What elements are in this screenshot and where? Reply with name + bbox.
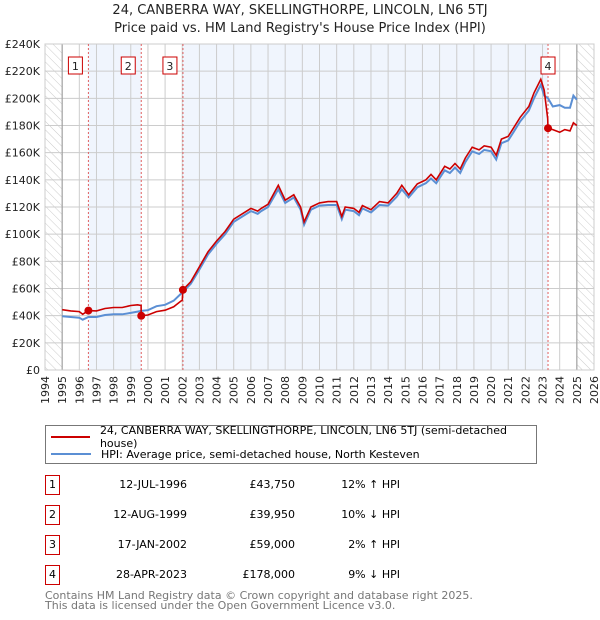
sale-date: 28-APR-2023 — [115, 568, 187, 581]
sale-row: 1 12-JUL-1996 £43,750 12% ↑ HPI — [45, 475, 445, 495]
sale-row: 2 12-AUG-1999 £39,950 10% ↓ HPI — [45, 505, 445, 525]
y-tick-label: £160K — [5, 147, 41, 160]
sale-price: £59,000 — [249, 538, 296, 551]
legend-property-label: 24, CANBERRA WAY, SKELLINGTHORPE, LINCOL… — [99, 424, 507, 450]
x-tick-label: 2002 — [176, 376, 189, 404]
sale-price: £178,000 — [242, 568, 296, 581]
sale-date: 12-JUL-1996 — [119, 478, 187, 491]
x-tick-label: 1998 — [108, 376, 121, 404]
x-tick-label: 2020 — [485, 376, 498, 404]
sale-hpi-diff: 12% ↑ HPI — [341, 478, 400, 491]
x-tick-label: 2024 — [554, 376, 567, 404]
y-tick-label: £120K — [5, 201, 41, 214]
sale-label-box — [67, 56, 83, 75]
sale-label: 2 — [125, 60, 132, 73]
chart-title: 24, CANBERRA WAY, SKELLINGTHORPE, LINCOL… — [112, 3, 488, 18]
x-tick-label: 2021 — [502, 376, 515, 404]
price-chart: 1994 1995 1996 1997 1998 1999 2000 2001 2002 2003… — [5, 38, 600, 404]
x-tick-label: 2023 — [537, 376, 550, 404]
x-tick-label: 2016 — [416, 376, 429, 404]
legend-hpi-swatch — [51, 453, 91, 455]
x-tick-label: 2006 — [245, 376, 258, 404]
y-tick-label: £20K — [12, 337, 41, 350]
x-tick-label: 2010 — [314, 376, 327, 404]
chart-subtitle: Price paid vs. HM Land Registry's House … — [114, 21, 486, 36]
x-tick-label: 2014 — [382, 376, 395, 404]
x-tick-label: 2026 — [588, 376, 600, 404]
x-tick-label: 1996 — [73, 376, 86, 404]
sale-label-box — [162, 56, 178, 75]
x-tick-label: 1997 — [90, 376, 103, 404]
x-tick-label: 2017 — [434, 376, 447, 404]
x-tick-label: 2011 — [331, 376, 344, 404]
y-tick-label: £240K — [5, 38, 41, 51]
y-tick-label: £60K — [12, 283, 41, 296]
y-tick-label: £180K — [5, 120, 41, 133]
x-tick-label: 2000 — [142, 376, 155, 404]
x-tick-label: 2025 — [571, 376, 584, 404]
sale-number: 4 — [45, 565, 60, 585]
sale-number: 2 — [45, 505, 60, 525]
y-tick-label: £220K — [5, 65, 41, 78]
sale-label: 3 — [166, 60, 173, 73]
sale-price: £43,750 — [249, 478, 296, 491]
x-tick-label: 2005 — [228, 376, 241, 404]
sale-label: 4 — [545, 60, 552, 73]
sale-label-box — [120, 56, 136, 75]
sale-price: £39,950 — [249, 508, 296, 521]
sale-label-box — [540, 56, 556, 75]
legend-property-swatch — [51, 436, 90, 438]
sale-point — [544, 124, 553, 133]
legend-hpi-label: HPI: Average price, semi-detached house,… — [101, 447, 420, 461]
sale-point — [178, 285, 187, 294]
sale-hpi-diff: 2% ↑ HPI — [348, 538, 400, 551]
x-tick-label: 2015 — [399, 376, 412, 404]
sale-hpi-diff: 9% ↓ HPI — [348, 568, 400, 581]
y-tick-label: £0 — [26, 364, 40, 377]
sale-point — [84, 306, 93, 315]
legend: 24, CANBERRA WAY, SKELLINGTHORPE, LINCOL… — [45, 424, 537, 464]
y-tick-label: £80K — [12, 255, 41, 268]
x-tick-label: 1999 — [125, 376, 138, 404]
x-tick-label: 2019 — [468, 376, 481, 404]
sale-number: 3 — [45, 535, 60, 555]
sale-number: 1 — [45, 475, 60, 495]
x-tick-label: 2022 — [519, 376, 532, 404]
x-tick-label: 2012 — [348, 376, 361, 404]
sale-row: 4 28-APR-2023 £178,000 9% ↓ HPI — [45, 565, 445, 585]
x-tick-label: 2009 — [296, 376, 309, 404]
x-tick-label: 1994 — [39, 376, 52, 404]
x-tick-label: 2008 — [279, 376, 292, 404]
x-tick-label: 2003 — [193, 376, 206, 404]
hpi-line — [62, 82, 578, 321]
x-tick-label: 1995 — [56, 376, 69, 404]
sale-point — [137, 311, 146, 320]
footer-licence: This data is licensed under the Open Gov… — [45, 599, 396, 612]
property-price-line — [62, 77, 578, 317]
sale-row: 3 17-JAN-2002 £59,000 2% ↑ HPI — [45, 535, 445, 555]
sale-date: 17-JAN-2002 — [117, 538, 187, 551]
sale-label: 1 — [72, 60, 79, 73]
y-tick-label: £140K — [5, 174, 41, 187]
y-tick-label: £40K — [12, 310, 41, 323]
y-tick-label: £200K — [5, 92, 41, 105]
x-tick-label: 2004 — [211, 376, 224, 404]
x-tick-label: 2001 — [159, 376, 172, 404]
sale-hpi-diff: 10% ↓ HPI — [341, 508, 400, 521]
x-tick-label: 2007 — [262, 376, 275, 404]
sale-date: 12-AUG-1999 — [113, 508, 187, 521]
y-tick-label: £100K — [5, 228, 41, 241]
x-tick-label: 2018 — [451, 376, 464, 404]
footer-copyright: Contains HM Land Registry data © Crown c… — [45, 589, 473, 602]
x-tick-label: 2013 — [365, 376, 378, 404]
plot-border — [44, 43, 595, 371]
